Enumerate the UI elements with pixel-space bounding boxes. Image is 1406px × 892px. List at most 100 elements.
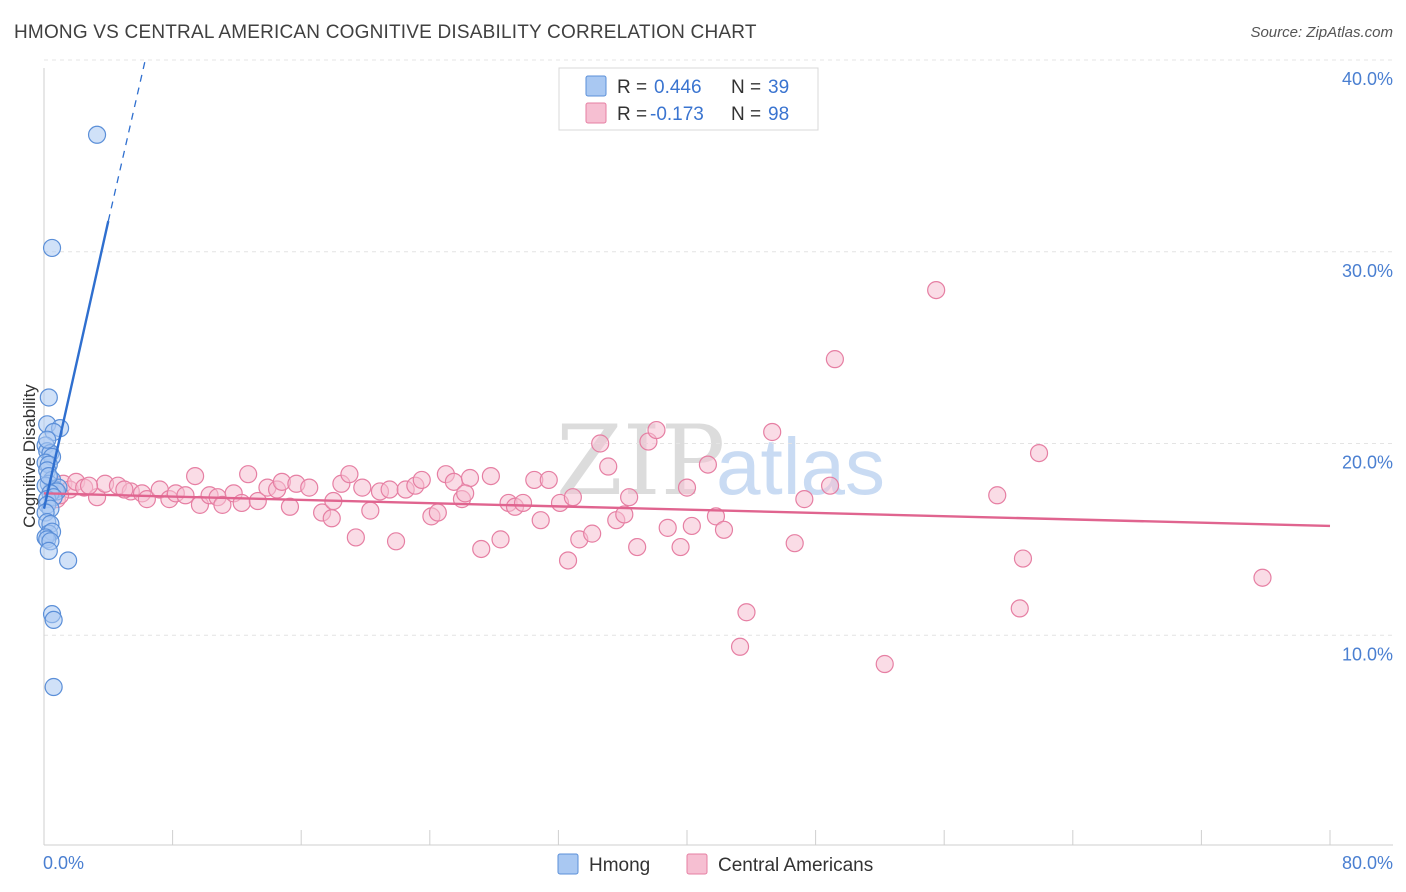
hmong-point	[59, 551, 78, 570]
series-legend: Hmong Central Americans	[557, 853, 873, 876]
central-point	[1010, 599, 1029, 618]
hmong-point	[39, 541, 58, 560]
central-point	[340, 465, 359, 484]
legend-n-value-hmong: 39	[768, 77, 789, 98]
central-point	[706, 507, 726, 526]
bottom-legend-label-central: Central Americans	[718, 855, 873, 876]
bottom-legend-swatch-central	[686, 853, 708, 875]
y-axis-label: Cognitive Disability	[20, 384, 39, 528]
central-americans-trend-line	[43, 492, 1331, 528]
central-point	[620, 488, 639, 507]
central-point	[232, 493, 251, 513]
y-tick-label: 20.0%	[1342, 453, 1393, 473]
central-point	[988, 486, 1007, 505]
central-point	[460, 468, 480, 488]
bottom-legend-swatch-hmong	[557, 853, 579, 875]
central-point	[563, 488, 582, 507]
central-point	[558, 551, 578, 570]
hmong-trend-line	[42, 220, 110, 509]
hmong-point	[39, 388, 58, 407]
central-point	[583, 524, 602, 543]
central-point	[176, 486, 195, 505]
x-tick-marks	[172, 830, 1331, 845]
legend-r-label-central: R =	[617, 104, 647, 125]
central-point	[737, 603, 756, 622]
central-point	[591, 434, 610, 453]
x-tick-label-max: 80.0%	[1342, 853, 1393, 873]
central-point	[763, 422, 782, 442]
hmong-trend-extension	[107, 59, 146, 222]
central-point	[213, 495, 232, 514]
hmong-point	[38, 430, 57, 449]
central-point	[1013, 549, 1033, 568]
legend-swatch-central	[585, 102, 607, 124]
central-point	[322, 509, 341, 528]
central-point	[239, 465, 258, 484]
source-credit: Source: ZipAtlas.com	[1250, 24, 1393, 41]
central-point	[927, 281, 946, 300]
central-point	[79, 476, 99, 495]
trend-lines	[42, 59, 1331, 528]
central-point	[353, 478, 372, 497]
hmong-point	[42, 238, 62, 258]
central-point	[1253, 568, 1272, 587]
central-point	[248, 491, 267, 511]
legend-r-value-central: -0.173	[650, 104, 704, 125]
y-tick-label: 40.0%	[1342, 69, 1393, 89]
central-point	[481, 466, 500, 486]
central-point	[825, 350, 844, 369]
y-tick-labels: 10.0% 20.0% 30.0% 40.0%	[1342, 69, 1393, 664]
hmong-point	[44, 677, 63, 697]
legend-r-value-hmong: 0.446	[654, 77, 702, 98]
central-point	[491, 530, 510, 549]
legend-n-label-central: N =	[731, 104, 761, 125]
legend-swatch-hmong	[585, 75, 607, 97]
central-point	[539, 470, 558, 490]
legend-n-label-hmong: N =	[731, 77, 761, 98]
central-point	[647, 420, 666, 440]
central-point	[677, 478, 697, 497]
y-tick-label: 10.0%	[1342, 644, 1393, 664]
central-point	[456, 484, 475, 503]
central-point	[472, 539, 491, 559]
central-point	[730, 637, 750, 656]
central-point	[115, 480, 134, 499]
legend-r-label-hmong: R =	[617, 77, 647, 98]
correlation-legend: R = 0.446 N = 39 R = -0.173 N = 98	[558, 67, 819, 131]
central-point	[1029, 443, 1049, 463]
watermark: ZIP atlas	[556, 405, 885, 517]
central-point	[346, 528, 365, 547]
bottom-legend-label-hmong: Hmong	[589, 855, 650, 876]
central-point	[412, 470, 431, 490]
central-point	[428, 503, 447, 522]
x-tick-label-min: 0.0%	[43, 853, 84, 873]
central-point	[380, 480, 399, 499]
central-point	[280, 497, 300, 516]
central-americans-points	[42, 281, 1272, 674]
central-point	[186, 466, 205, 486]
central-point	[531, 511, 550, 530]
central-point	[714, 520, 734, 539]
central-point	[300, 478, 319, 497]
y-tick-label: 30.0%	[1342, 261, 1393, 281]
watermark-zip: ZIP	[556, 405, 725, 517]
central-point	[875, 654, 894, 674]
legend-n-value-central: 98	[768, 104, 789, 125]
hmong-point	[87, 125, 107, 144]
central-point	[820, 476, 840, 495]
central-point	[671, 537, 690, 557]
central-point	[615, 505, 634, 524]
gridlines	[44, 59, 1393, 636]
hmong-points	[36, 125, 107, 697]
central-point	[513, 493, 533, 513]
central-point	[785, 534, 804, 553]
central-point	[682, 516, 701, 536]
central-point	[658, 518, 677, 537]
central-point	[599, 457, 618, 476]
central-point	[698, 455, 717, 474]
central-point	[361, 501, 380, 520]
central-point	[795, 490, 814, 509]
hmong-point	[44, 610, 63, 630]
central-point	[628, 537, 647, 557]
